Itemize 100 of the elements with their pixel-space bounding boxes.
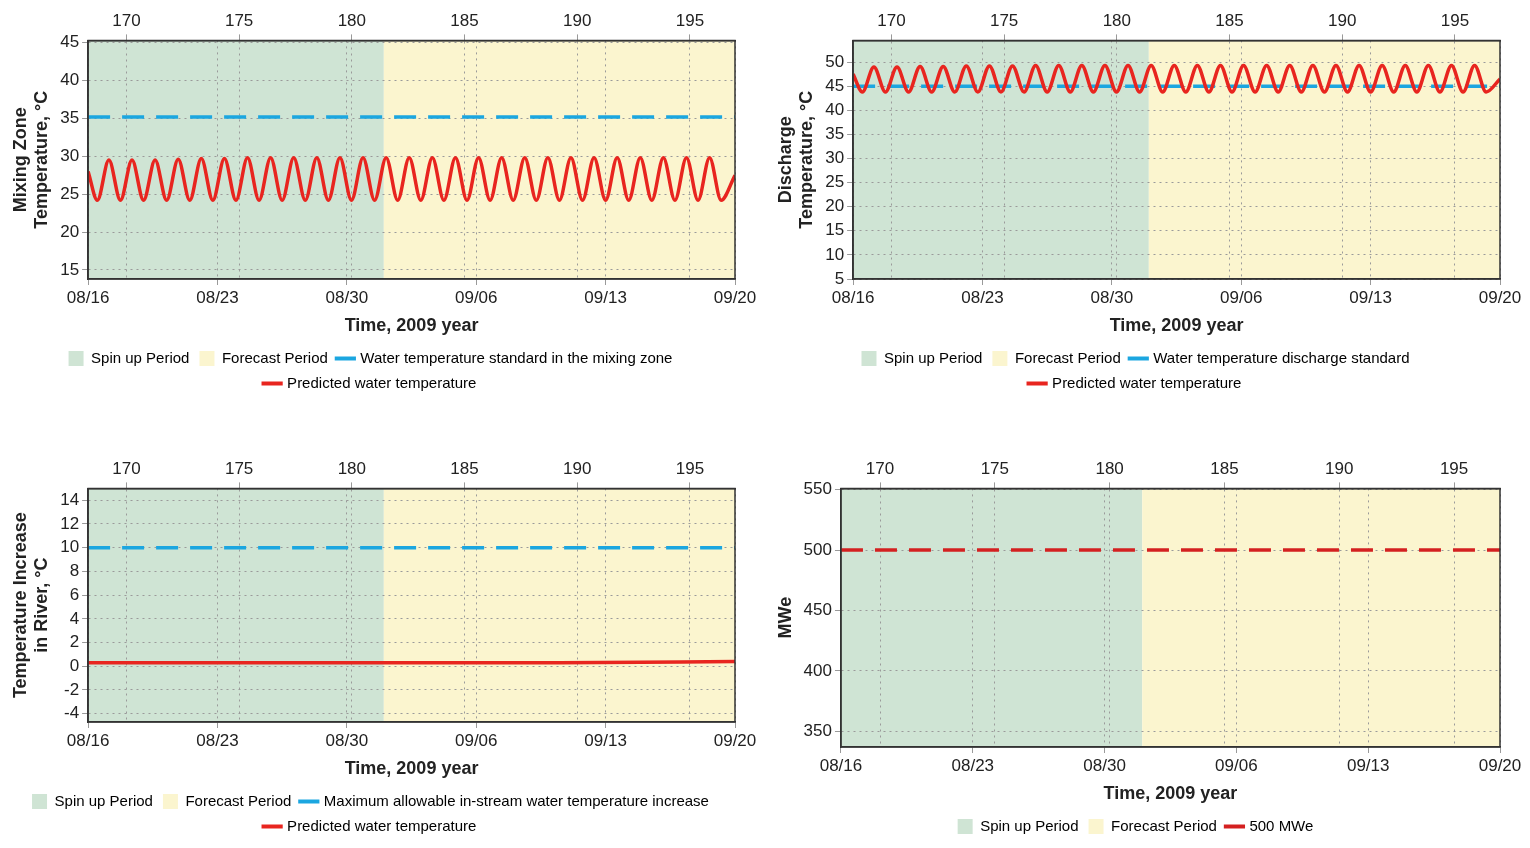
x2-tick-label: 170 (877, 10, 906, 30)
x2-tick-label: 180 (1095, 458, 1124, 478)
x-tick-label: 09/20 (713, 287, 757, 307)
line-series (853, 63, 1500, 94)
x2-tick-label: 195 (1440, 10, 1470, 30)
x-axis-title: Time, 2009 year (1103, 783, 1238, 804)
y-tick-label: 25 (825, 172, 845, 192)
x2-tick-label: 175 (980, 458, 1009, 478)
x2-tick-label: 170 (865, 458, 895, 478)
x2-tick-label: 190 (563, 10, 592, 30)
x2-tick-label: 195 (1439, 458, 1469, 478)
y-tick-label: 35 (60, 108, 80, 128)
y-tick-label: 400 (803, 660, 832, 680)
legend-label: Forecast Period (1111, 816, 1217, 834)
y-tick-label: -2 (63, 679, 80, 699)
x-tick-label: 09/20 (1478, 287, 1522, 307)
x-axis-title: Time, 2009 year (1109, 315, 1244, 336)
y-tick-label: 0 (69, 655, 80, 675)
x-tick-label: 09/06 (454, 730, 498, 750)
x2-tick-label: 175 (224, 10, 254, 30)
legend-label: Spin up Period (980, 816, 1079, 834)
legend-label: Spin up Period (54, 791, 153, 809)
x2-tick-label: 185 (1210, 458, 1239, 478)
x-tick-label: 09/06 (1219, 287, 1263, 307)
y-tick-label: 15 (60, 259, 80, 279)
y-tick-label: 50 (825, 51, 845, 71)
x-tick-label: 08/23 (196, 287, 239, 307)
y-tick-label: 550 (803, 479, 832, 499)
legend-label: Predicted water temperature (287, 373, 477, 391)
x-tick-label: 08/16 (66, 730, 110, 750)
legend-label: Predicted water temperature (1052, 373, 1242, 391)
y-tick-label: 30 (60, 145, 80, 165)
x-tick-label: 08/23 (961, 287, 1004, 307)
y-tick-label: 35 (825, 124, 845, 144)
y-tick-label: 45 (60, 32, 80, 52)
x-tick-label: 09/13 (1349, 287, 1392, 307)
legend-label: Water temperature standard in the mixing zone (360, 348, 673, 366)
legend-label: Water temperature discharge standard (1153, 348, 1410, 366)
x2-tick-label: 175 (989, 10, 1019, 30)
x2-tick-label: 185 (450, 458, 479, 478)
y-tick-label: 10 (825, 244, 845, 264)
y-tick-label: 14 (60, 489, 80, 509)
y-tick-label: 40 (60, 70, 80, 90)
x2-tick-label: 180 (337, 10, 367, 30)
x2-tick-label: 190 (1325, 458, 1354, 478)
legend-label: Spin up Period (91, 348, 190, 366)
x-tick-label: 09/06 (454, 287, 498, 307)
x2-tick-label: 190 (563, 458, 592, 478)
y-tick-label: 6 (69, 584, 80, 604)
y-axis-title: Mixing Zone Temperature, °C (9, 90, 52, 229)
y-tick-label: 20 (825, 196, 845, 216)
x-tick-label: 08/23 (951, 755, 995, 775)
x2-tick-label: 170 (112, 10, 141, 30)
y-tick-label: 8 (69, 561, 80, 581)
x2-tick-label: 180 (337, 458, 367, 478)
legend-label: Spin up Period (883, 348, 983, 366)
legend-label: Forecast Period (1014, 348, 1121, 366)
x-tick-label: 08/16 (831, 287, 875, 307)
x-tick-label: 09/20 (713, 730, 757, 750)
y-tick-label: 4 (69, 608, 80, 628)
x-tick-label: 09/13 (1346, 755, 1390, 775)
x-tick-label: 08/30 (325, 730, 369, 750)
legend-label: Forecast Period (221, 348, 328, 366)
legend-label: Maximum allowable in-stream water temperature increase (323, 791, 709, 809)
y-tick-label: 15 (825, 220, 845, 240)
x-tick-label: 09/06 (1215, 755, 1258, 775)
x-tick-label: 08/16 (66, 287, 110, 307)
y-axis-title: MWe (774, 596, 795, 639)
y-tick-label: 20 (60, 221, 80, 241)
x2-tick-label: 175 (224, 458, 254, 478)
x-tick-label: 08/30 (325, 287, 369, 307)
y-tick-label: -4 (63, 703, 80, 723)
x2-tick-label: 195 (675, 458, 705, 478)
legend-label: Predicted water temperature (287, 816, 477, 834)
x2-tick-label: 190 (1328, 10, 1357, 30)
x-tick-label: 08/30 (1083, 755, 1126, 775)
x-tick-label: 08/30 (1090, 287, 1134, 307)
y-tick-label: 12 (60, 513, 80, 533)
legend-label: 500 MWe (1249, 816, 1314, 834)
y-axis-title: Discharge Temperature, °C (774, 90, 817, 229)
y-tick-label: 45 (825, 75, 845, 95)
y-tick-label: 5 (834, 268, 845, 288)
y-tick-label: 350 (803, 720, 832, 740)
x-tick-label: 09/13 (584, 287, 627, 307)
x-tick-label: 09/20 (1478, 755, 1522, 775)
legend-label: Forecast Period (185, 791, 292, 809)
line-series (88, 156, 735, 202)
y-tick-label: 450 (803, 600, 832, 620)
y-tick-label: 25 (60, 183, 80, 203)
x2-tick-label: 195 (675, 10, 705, 30)
y-axis-title: Temperature Increase in River, °C (9, 512, 52, 699)
x-tick-label: 09/13 (584, 730, 627, 750)
y-tick-label: 40 (825, 99, 845, 119)
x2-tick-label: 185 (450, 10, 479, 30)
x2-tick-label: 185 (1215, 10, 1244, 30)
y-tick-label: 30 (825, 148, 845, 168)
y-tick-label: 2 (69, 632, 80, 652)
x2-tick-label: 170 (112, 458, 141, 478)
y-tick-label: 500 (803, 539, 832, 559)
x-tick-label: 08/16 (819, 755, 863, 775)
